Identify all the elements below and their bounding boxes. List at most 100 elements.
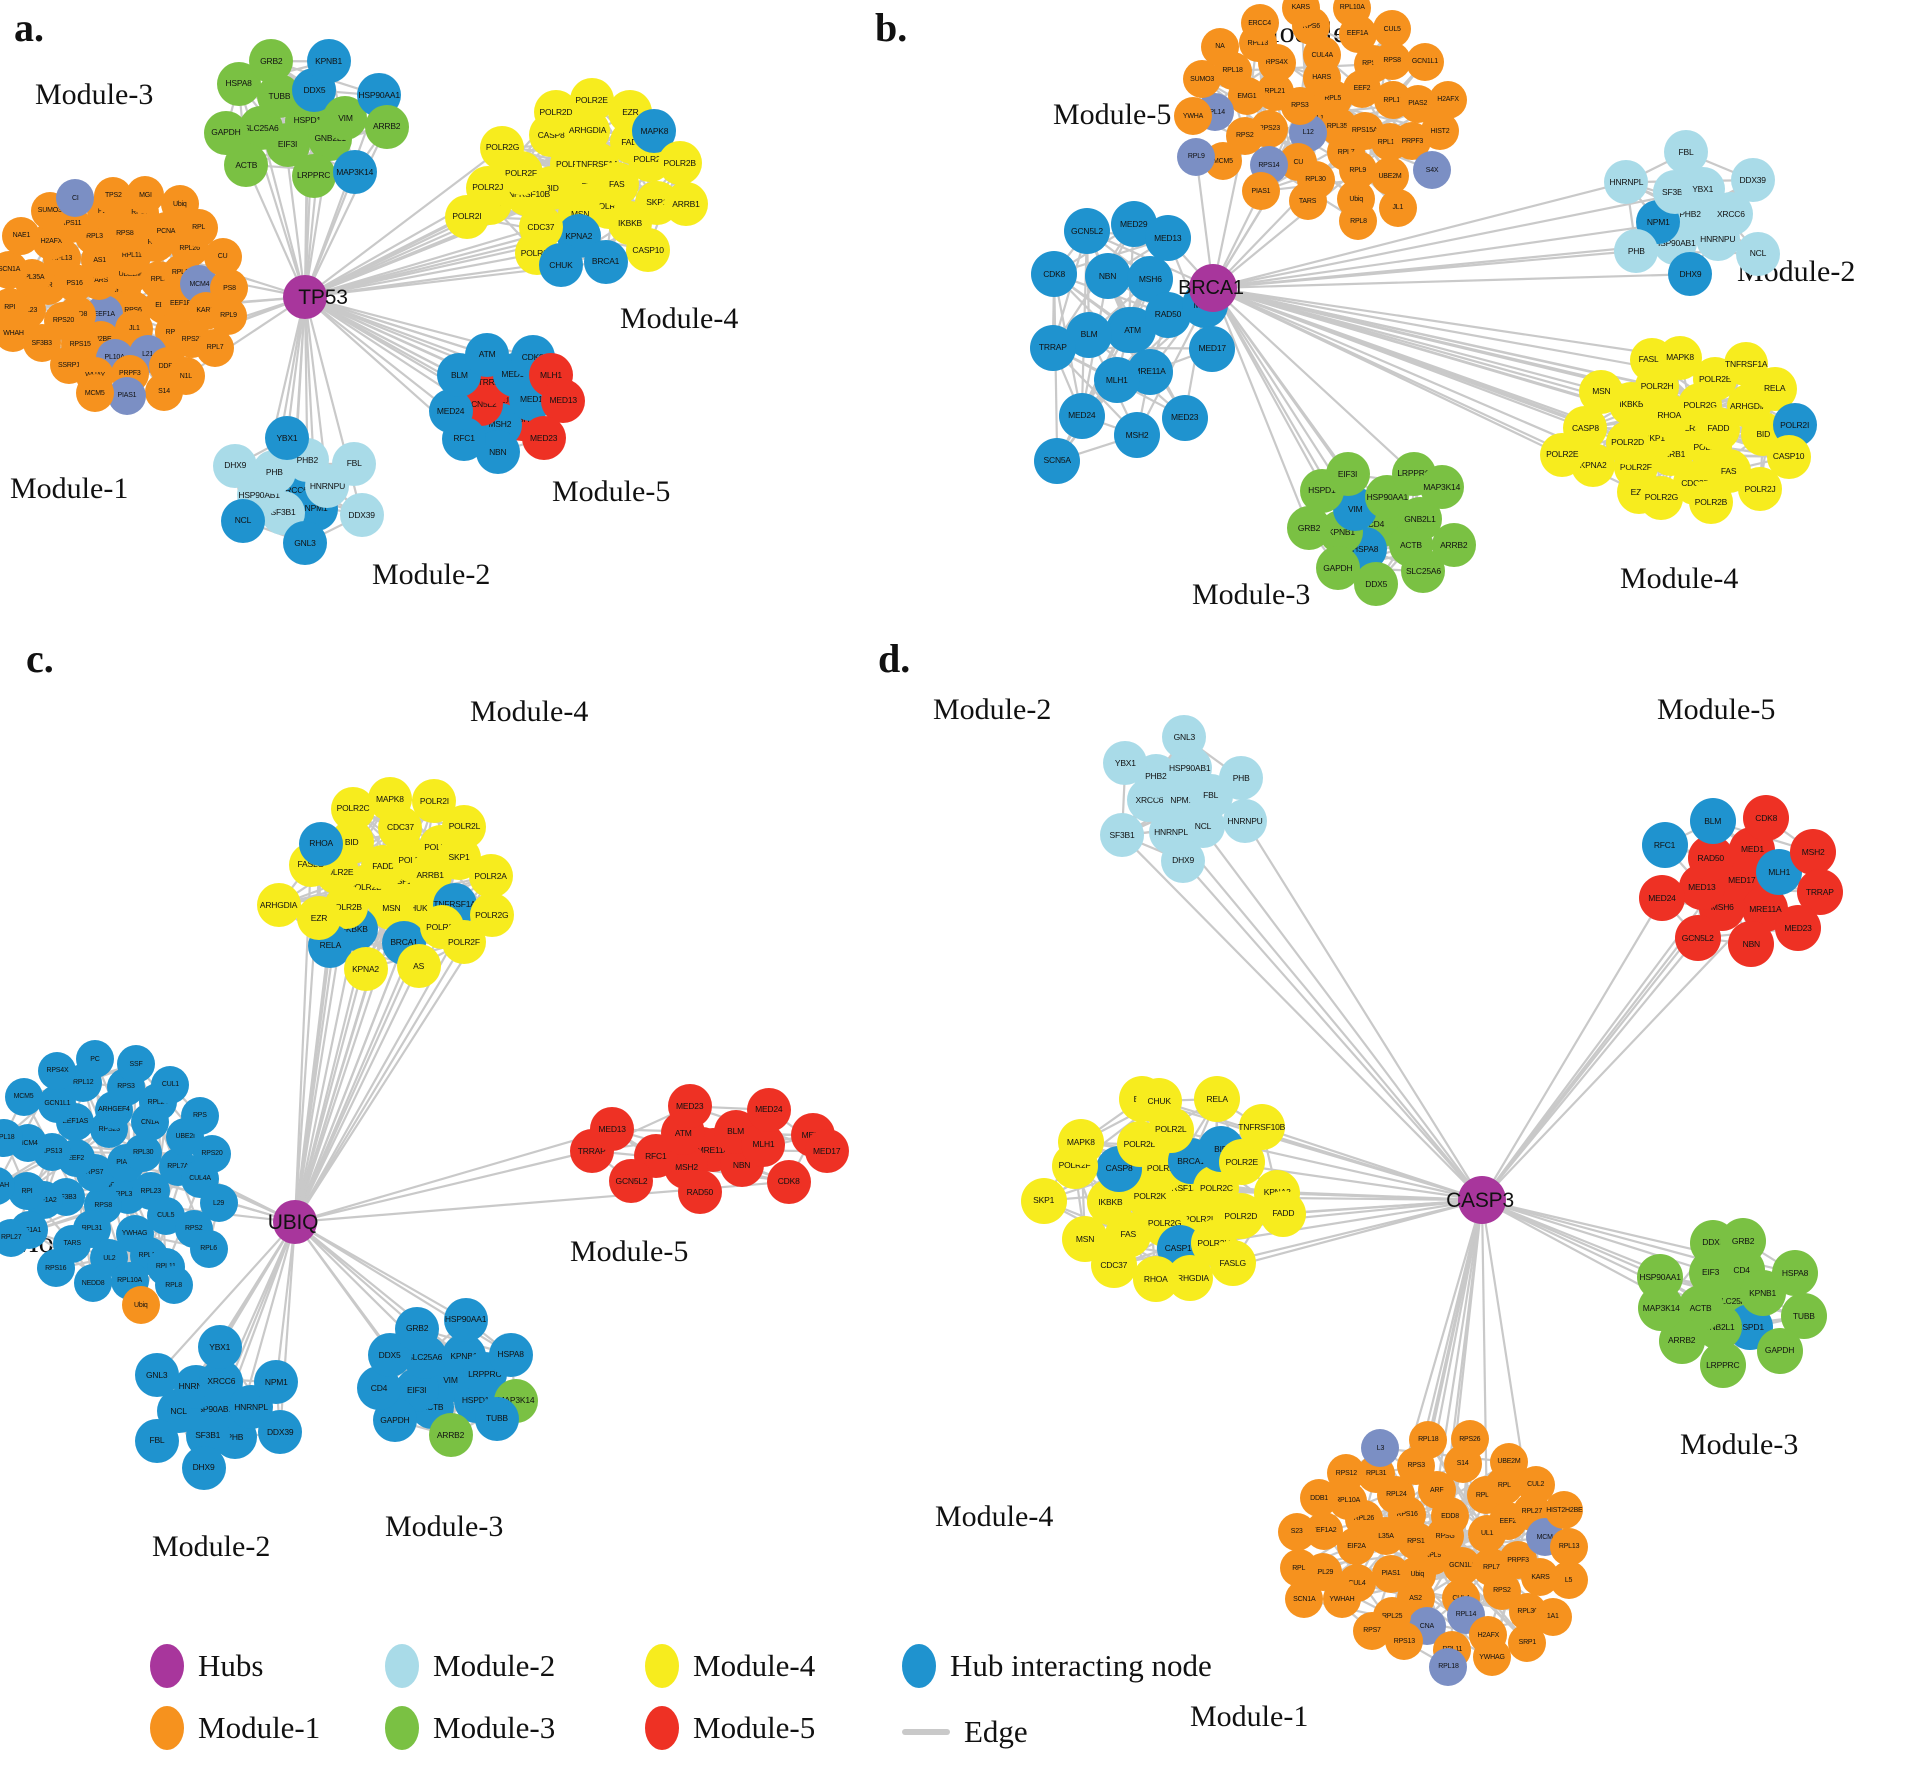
panel-d-node-rhoa[interactable]: RHOA (1132, 1256, 1179, 1303)
panel-b-node-na[interactable]: NA (1200, 27, 1239, 66)
panel-d-node-faslg[interactable]: FASLG (1209, 1240, 1256, 1287)
panel-b-node-scn5a[interactable]: SCN5A (1034, 437, 1081, 484)
panel-d-node-rela[interactable]: RELA (1194, 1076, 1241, 1123)
panel-b-node-map3k14[interactable]: MAP3K14 (1419, 465, 1464, 510)
panel-d-node-fadd[interactable]: FADD (1260, 1190, 1307, 1237)
panel-b-node-ncl[interactable]: NCL (1735, 231, 1780, 276)
panel-d-node-mapk8[interactable]: MAPK8 (1057, 1119, 1104, 1166)
panel-c-node-polr2c[interactable]: POLR2C (331, 786, 376, 831)
panel-d-node-rfc1[interactable]: RFC1 (1641, 822, 1688, 869)
panel-b-node-gcn1l1[interactable]: GCN1L1 (1405, 42, 1444, 81)
node-label: BLM (1080, 329, 1098, 340)
panel-b-node-eif3i[interactable]: EIF3I (1325, 451, 1370, 496)
panel-d-node-hspa8[interactable]: HSPA8 (1772, 1250, 1819, 1297)
panel-d-node-s23[interactable]: S23 (1277, 1512, 1316, 1551)
panel-b-node-med23[interactable]: MED23 (1161, 394, 1208, 441)
panel-d-node-gapdh[interactable]: GAPDH (1756, 1327, 1803, 1374)
panel-b-node-kars[interactable]: KARS (1281, 0, 1320, 27)
node-label: JL1 (1392, 204, 1404, 212)
node-label: ATM (1124, 325, 1141, 336)
panel-b-node-polr2e[interactable]: POLR2E (1540, 432, 1585, 477)
node-label: ARF (1430, 1486, 1444, 1494)
node-label: RPS3 (1291, 102, 1309, 110)
panel-d-node-gcn5l2[interactable]: GCN5L2 (1674, 914, 1721, 961)
panel-a-node-rpl[interactable]: RPL (179, 208, 218, 247)
panel-b-node-pias1[interactable]: PIAS1 (1241, 172, 1280, 211)
node-label: DHX9 (1679, 268, 1702, 279)
panel-d-node-dhx9[interactable]: DHX9 (1161, 838, 1206, 883)
panel-d-node-srp1[interactable]: SRP1 (1508, 1623, 1547, 1662)
panel-d-node-pias1[interactable]: PIAS1 (1371, 1554, 1410, 1593)
node-label: POLR2E (1225, 1157, 1259, 1168)
panel-b-node-mlh1[interactable]: MLH1 (1093, 356, 1140, 403)
panel-b-node-tars[interactable]: TARS (1288, 182, 1327, 221)
node-label: ERCC4 (1248, 19, 1271, 27)
panel-d-node-rps26[interactable]: RPS26 (1450, 1420, 1489, 1459)
node-label: RPL7 (1483, 1563, 1500, 1571)
panel-a-node-ybx1[interactable]: YBX1 (264, 415, 309, 460)
panel-b-hub-node[interactable]: BRCA1 (1178, 264, 1244, 312)
node-label: HSP90AA1 (1639, 1271, 1681, 1282)
panel-d-node-tnfrsf10b[interactable]: TNFRSF10B (1238, 1104, 1285, 1151)
panel-b-node-rpl9[interactable]: RPL9 (1177, 137, 1216, 176)
panel-d-node-med24[interactable]: MED24 (1638, 875, 1685, 922)
panel-d-hub-node[interactable]: CASP3 (1446, 1176, 1514, 1224)
panel-b-node-med17[interactable]: MED17 (1189, 325, 1236, 372)
panel-b-node-polr2j[interactable]: POLR2J (1738, 466, 1783, 511)
node-label: CDK8 (1755, 813, 1778, 824)
panel-d-node-skp1[interactable]: SKP1 (1020, 1177, 1067, 1224)
panel-a-module-1-label: Module-1 (10, 472, 129, 505)
panel-b-node-phb[interactable]: PHB (1614, 228, 1659, 273)
panel-b-node-ercc4[interactable]: ERCC4 (1240, 4, 1279, 43)
node-label: MED1 (1741, 844, 1764, 855)
node-label: HIST2 (1430, 127, 1450, 135)
node-label: MED23 (1784, 923, 1812, 934)
panel-d-node-hsp90aa1[interactable]: HSP90AA1 (1637, 1254, 1684, 1301)
panel-d-node-grb2[interactable]: GRB2 (1720, 1217, 1767, 1264)
panel-b-node-msh2[interactable]: MSH2 (1114, 412, 1161, 459)
panel-a-node-gnl3[interactable]: GNL3 (282, 521, 327, 566)
panel-b-node-nbn[interactable]: NBN (1084, 252, 1131, 299)
node-label: BLM (1704, 815, 1722, 826)
panel-d-node-rpl18[interactable]: RPL18 (1409, 1420, 1448, 1459)
panel-b-node-hist2[interactable]: HIST2 (1421, 112, 1460, 151)
panel-b-node-cul5[interactable]: CUL5 (1373, 10, 1412, 49)
panel-b-node-mapk8[interactable]: MAPK8 (1658, 335, 1703, 380)
panel-d-node-rpl[interactable]: RPL (1279, 1549, 1318, 1588)
panel-b-node-cdk8[interactable]: CDK8 (1031, 250, 1078, 297)
panel-b-node-fbl[interactable]: FBL (1664, 130, 1708, 175)
panel-d-node-chuk[interactable]: CHUK (1136, 1077, 1183, 1124)
panel-a-node-pias1[interactable]: PIAS1 (107, 376, 146, 415)
panel-b-node-polr2g[interactable]: POLR2G (1639, 475, 1684, 520)
panel-c-module-4-label: Module-4 (470, 695, 589, 728)
panel-c-node-ssf[interactable]: SSF (117, 1045, 156, 1084)
panel-d-node-lrpprc[interactable]: LRPPRC (1699, 1341, 1746, 1388)
panel-d-node-rpl18[interactable]: RPL18 (1429, 1647, 1468, 1686)
panel-b-node-msn[interactable]: MSN (1579, 369, 1624, 414)
node-label: MCM5 (1212, 157, 1233, 165)
panel-d-node-blm[interactable]: BLM (1689, 798, 1736, 845)
panel-d-node-hnrnpu[interactable]: HNRNPU (1223, 798, 1268, 843)
node-label: MLH1 (1105, 374, 1128, 385)
node-label: YWHA (1182, 112, 1204, 120)
panel-b-node-med24[interactable]: MED24 (1058, 392, 1105, 439)
node-label: MED24 (1068, 410, 1096, 421)
panel-d-node-l5[interactable]: L5 (1549, 1561, 1588, 1600)
node-label: YWHAG (1479, 1653, 1505, 1661)
panel-d-node-msh2[interactable]: MSH2 (1790, 829, 1837, 876)
panel-b-node-gcn5l2[interactable]: GCN5L2 (1063, 208, 1110, 255)
node-label: GCN5L2 (1681, 932, 1714, 943)
legend-swatch-module-5 (645, 1706, 679, 1750)
legend-swatch-edge (902, 1729, 950, 1735)
panel-a-node-dhx9[interactable]: DHX9 (213, 443, 258, 488)
panel-b-node-trrap[interactable]: TRRAP (1029, 324, 1076, 371)
panel-b-node-polr2b[interactable]: POLR2B (1688, 480, 1733, 525)
panel-b-node-jl1[interactable]: JL1 (1378, 188, 1417, 227)
panel-d-node-rpl13[interactable]: RPL13 (1550, 1527, 1589, 1566)
panel-b-node-med13[interactable]: MED13 (1144, 215, 1191, 262)
panel-a-node-rpi[interactable]: RPI (0, 288, 29, 327)
panel-c-node-hspa8[interactable]: HSPA8 (488, 1332, 533, 1377)
panel-b-node-sumo3[interactable]: SUMO3 (1183, 60, 1222, 99)
panel-b-node-ddx39[interactable]: DDX39 (1730, 158, 1775, 203)
panel-b-node-gapdh[interactable]: GAPDH (1315, 545, 1360, 590)
